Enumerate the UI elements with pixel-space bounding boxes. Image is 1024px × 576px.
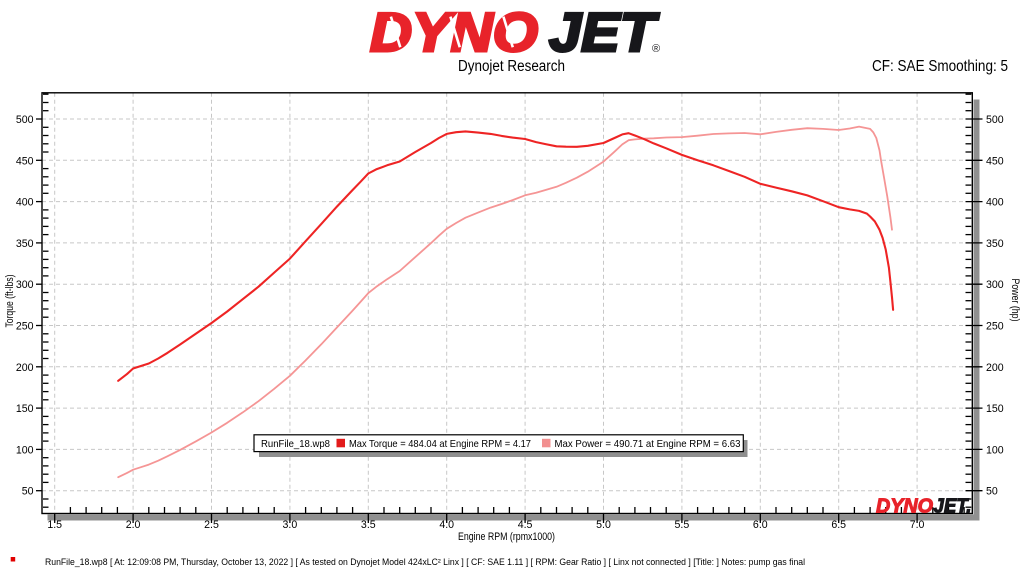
svg-text:150: 150 (986, 403, 1004, 415)
svg-text:450: 450 (16, 155, 34, 167)
svg-text:Power (hp): Power (hp) (1009, 279, 1021, 322)
svg-text:50: 50 (22, 486, 34, 498)
svg-text:250: 250 (986, 321, 1004, 333)
svg-text:400: 400 (986, 197, 1004, 209)
svg-text:50: 50 (986, 486, 998, 498)
svg-text:JET.: JET. (934, 495, 972, 518)
svg-text:4.5: 4.5 (518, 519, 533, 531)
svg-text:DYNO: DYNO (876, 495, 933, 518)
svg-text:Torque (ft-lbs): Torque (ft-lbs) (4, 275, 16, 328)
svg-text:150: 150 (16, 403, 34, 415)
svg-text:350: 350 (986, 238, 1004, 250)
svg-text:CF: SAE Smoothing: 5: CF: SAE Smoothing: 5 (872, 58, 1008, 75)
svg-text:Max Power = 490.71 at Engine R: Max Power = 490.71 at Engine RPM = 6.63 (555, 438, 741, 450)
svg-text:2.0: 2.0 (126, 519, 141, 531)
svg-text:RunFile_18.wp8 [ At: 12:09:08: RunFile_18.wp8 [ At: 12:09:08 PM, Thursd… (45, 557, 805, 567)
svg-text:100: 100 (986, 444, 1004, 456)
svg-text:6.0: 6.0 (753, 519, 768, 531)
svg-text:200: 200 (986, 362, 1004, 374)
svg-text:3.5: 3.5 (361, 519, 376, 531)
svg-text:Dynojet Research: Dynojet Research (458, 58, 565, 75)
svg-text:JET: JET (549, 1, 660, 63)
svg-text:6.5: 6.5 (831, 519, 846, 531)
svg-text:400: 400 (16, 197, 34, 209)
svg-text:450: 450 (986, 155, 1004, 167)
svg-text:100: 100 (16, 444, 34, 456)
svg-text:2.5: 2.5 (204, 519, 219, 531)
svg-text:Max Torque = 484.04 at Engine: Max Torque = 484.04 at Engine RPM = 4.17 (349, 438, 531, 450)
svg-text:250: 250 (16, 321, 34, 333)
svg-text:3.0: 3.0 (283, 519, 298, 531)
svg-text:5.0: 5.0 (596, 519, 611, 531)
svg-text:350: 350 (16, 238, 34, 250)
svg-text:RunFile_18.wp8: RunFile_18.wp8 (261, 438, 330, 450)
svg-text:500: 500 (986, 114, 1004, 126)
svg-text:300: 300 (986, 279, 1004, 291)
svg-text:5.5: 5.5 (675, 519, 690, 531)
svg-text:7.0: 7.0 (910, 519, 925, 531)
svg-text:300: 300 (16, 279, 34, 291)
svg-text:500: 500 (16, 114, 34, 126)
svg-text:Engine RPM (rpmx1000): Engine RPM (rpmx1000) (458, 531, 555, 543)
svg-text:200: 200 (16, 362, 34, 374)
svg-text:4.0: 4.0 (439, 519, 454, 531)
svg-text:1.5: 1.5 (47, 519, 62, 531)
svg-text:®: ® (652, 43, 660, 55)
